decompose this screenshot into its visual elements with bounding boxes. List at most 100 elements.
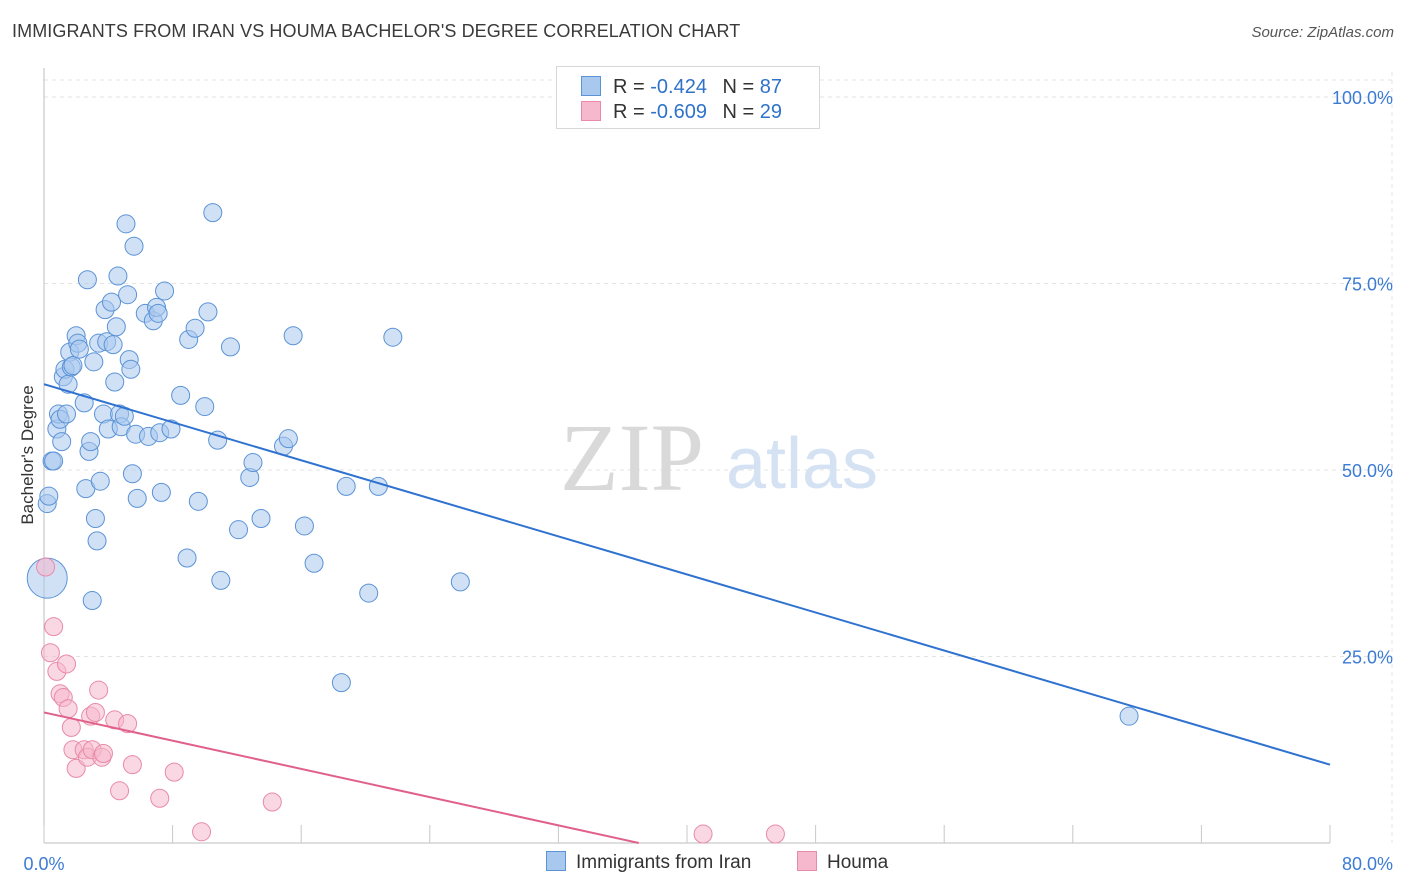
legend-r-label: R = xyxy=(613,101,645,123)
legend-row-houma: R = -0.609 N = 29 xyxy=(581,101,782,125)
point-iran[interactable] xyxy=(336,476,356,496)
point-houma[interactable] xyxy=(262,792,282,812)
legend-r-value: -0.424 xyxy=(650,76,707,98)
axes-layer: 100.0% 75.0% 50.0% 25.0% 0.0% 80.0% xyxy=(23,68,1393,874)
point-houma[interactable] xyxy=(693,824,713,844)
point-iran[interactable] xyxy=(185,318,205,338)
point-iran[interactable] xyxy=(450,572,470,592)
point-iran[interactable] xyxy=(203,203,223,223)
legend-swatch-iran xyxy=(546,851,566,871)
point-iran[interactable] xyxy=(148,303,168,323)
point-iran[interactable] xyxy=(304,553,324,573)
point-iran[interactable] xyxy=(331,673,351,693)
point-iran[interactable] xyxy=(122,464,142,484)
point-houma[interactable] xyxy=(122,755,142,775)
point-houma[interactable] xyxy=(57,654,77,674)
point-iran[interactable] xyxy=(278,429,298,449)
point-iran[interactable] xyxy=(44,451,64,471)
point-iran[interactable] xyxy=(57,404,77,424)
legend-item-iran[interactable]: Immigrants from Iran xyxy=(546,851,751,874)
point-houma[interactable] xyxy=(66,758,86,778)
point-iran[interactable] xyxy=(63,356,83,376)
point-iran[interactable] xyxy=(251,508,271,528)
point-iran[interactable] xyxy=(229,520,249,540)
series-legend: Immigrants from Iran Houma xyxy=(0,851,1406,877)
point-iran[interactable] xyxy=(127,488,147,508)
point-iran[interactable] xyxy=(39,486,59,506)
point-houma[interactable] xyxy=(58,699,78,719)
point-iran[interactable] xyxy=(359,583,379,603)
point-houma[interactable] xyxy=(118,714,138,734)
point-iran[interactable] xyxy=(103,335,123,355)
point-iran[interactable] xyxy=(85,508,105,528)
point-iran[interactable] xyxy=(155,281,175,301)
point-iran[interactable] xyxy=(108,266,128,286)
legend-r-label: R = xyxy=(613,76,645,98)
point-iran[interactable] xyxy=(177,548,197,568)
point-iran[interactable] xyxy=(87,531,107,551)
point-iran[interactable] xyxy=(105,372,125,392)
point-iran[interactable] xyxy=(243,453,263,473)
trend-line-iran xyxy=(43,383,1331,766)
y-tick-label: 75.0% xyxy=(1342,275,1393,295)
point-houma[interactable] xyxy=(44,617,64,637)
legend-swatch-houma xyxy=(581,101,601,121)
y-tick-label: 100.0% xyxy=(1332,88,1393,108)
legend-swatch-iran xyxy=(581,76,601,96)
point-iran[interactable] xyxy=(121,359,141,379)
point-houma[interactable] xyxy=(89,680,109,700)
point-iran[interactable] xyxy=(208,430,228,450)
point-houma[interactable] xyxy=(36,557,56,577)
point-iran[interactable] xyxy=(81,432,101,452)
point-houma[interactable] xyxy=(192,822,212,842)
point-iran[interactable] xyxy=(90,471,110,491)
y-tick-label: 25.0% xyxy=(1342,648,1393,668)
point-iran[interactable] xyxy=(294,516,314,536)
point-iran[interactable] xyxy=(116,214,136,234)
chart-title: IMMIGRANTS FROM IRAN VS HOUMA BACHELOR'S… xyxy=(12,21,741,41)
point-iran[interactable] xyxy=(368,476,388,496)
point-iran[interactable] xyxy=(69,339,89,359)
trend-layer xyxy=(43,383,1331,844)
y-axis-label: Bachelor's Degree xyxy=(18,385,37,524)
point-iran[interactable] xyxy=(220,337,240,357)
legend-swatch-houma xyxy=(797,851,817,871)
point-houma[interactable] xyxy=(110,781,130,801)
point-iran[interactable] xyxy=(106,317,126,337)
legend-n-value: 29 xyxy=(759,101,783,123)
watermark-atlas: atlas xyxy=(726,424,878,504)
point-houma[interactable] xyxy=(85,702,105,722)
point-houma[interactable] xyxy=(164,762,184,782)
point-iran[interactable] xyxy=(171,385,191,405)
point-houma[interactable] xyxy=(61,717,81,737)
point-iran[interactable] xyxy=(82,591,102,611)
point-iran[interactable] xyxy=(161,419,181,439)
point-iran[interactable] xyxy=(118,285,138,305)
point-iran[interactable] xyxy=(283,326,303,346)
legend-label-houma: Houma xyxy=(827,852,889,873)
point-iran[interactable] xyxy=(124,236,144,256)
point-iran[interactable] xyxy=(211,570,231,590)
legend-n-value: 87 xyxy=(759,76,783,98)
point-iran[interactable] xyxy=(195,397,215,417)
point-iran[interactable] xyxy=(188,491,208,511)
point-iran[interactable] xyxy=(52,432,72,452)
point-iran[interactable] xyxy=(1119,706,1139,726)
point-iran[interactable] xyxy=(77,270,97,290)
point-iran[interactable] xyxy=(84,352,104,372)
point-houma[interactable] xyxy=(765,824,785,844)
point-iran[interactable] xyxy=(383,327,403,347)
point-iran[interactable] xyxy=(198,302,218,322)
legend-item-houma[interactable]: Houma xyxy=(797,851,888,874)
correlation-legend: R = -0.424 N = 87 R = -0.609 N = 29 xyxy=(556,66,820,129)
legend-n-label: N = xyxy=(722,76,755,98)
point-houma[interactable] xyxy=(93,743,113,763)
point-iran[interactable] xyxy=(151,482,171,502)
point-houma[interactable] xyxy=(40,643,60,663)
source-credit: Source: ZipAtlas.com xyxy=(1251,24,1394,41)
watermark: ZIP atlas xyxy=(560,404,878,511)
y-tick-label: 50.0% xyxy=(1342,461,1393,481)
point-houma[interactable] xyxy=(150,788,170,808)
point-iran[interactable] xyxy=(102,292,122,312)
